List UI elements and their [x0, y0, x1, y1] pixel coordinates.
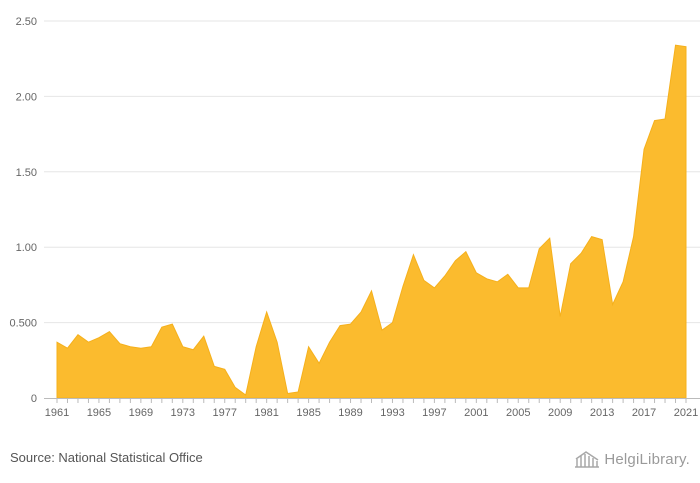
x-axis: [44, 398, 700, 403]
series-area: [56, 44, 687, 399]
y-tick-label: 2.50: [16, 16, 37, 28]
y-tick-label: 0.500: [9, 318, 37, 330]
library-building-icon: [575, 451, 600, 468]
x-tick-label: 2005: [506, 407, 530, 419]
source-note: Source: National Statistical Office: [10, 450, 203, 465]
x-tick-label: 1977: [212, 407, 236, 419]
y-tick-labels: 0 0.500 1.00 1.50 2.00 2.50: [9, 16, 37, 405]
y-tick-label: 2.00: [16, 91, 37, 103]
y-tick-label: 1.00: [16, 242, 37, 254]
x-tick-label: 1993: [380, 407, 404, 419]
x-tick-label: 1965: [87, 407, 111, 419]
x-tick-label: 1973: [171, 407, 195, 419]
x-tick-label: 1981: [254, 407, 278, 419]
x-tick-label: 2001: [464, 407, 488, 419]
x-tick-label: 1969: [129, 407, 153, 419]
x-tick-label: 2017: [632, 407, 656, 419]
x-tick-label: 1985: [296, 407, 320, 419]
x-tick-label: 1961: [45, 407, 69, 419]
helgilibrary-logo[interactable]: HelgiLibrary.: [574, 448, 690, 470]
x-tick-label: 2021: [674, 407, 698, 419]
x-tick-label: 2009: [548, 407, 572, 419]
y-tick-label: 1.50: [16, 167, 37, 179]
x-tick-label: 1989: [338, 407, 362, 419]
x-tick-labels: 1961 1965 1969 1973 1977 1981 1985 1989 1993 1997…: [45, 407, 698, 419]
x-tick-label: 1997: [422, 407, 446, 419]
y-tick-label: 0: [31, 393, 37, 405]
x-tick-label: 2013: [590, 407, 614, 419]
logo-text: HelgiLibrary.: [604, 450, 690, 468]
